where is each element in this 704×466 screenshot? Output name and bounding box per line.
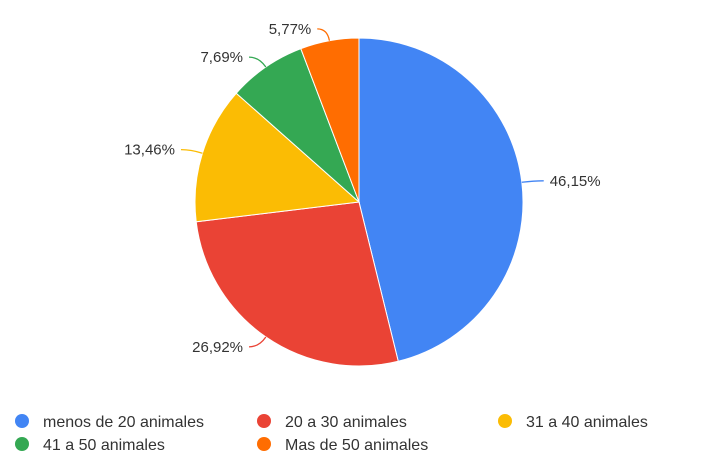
data-label: 26,92% [192,339,243,356]
leader-lines [180,28,544,348]
pie-slice[interactable] [195,201,399,367]
legend: menos de 20 animales 20 a 30 animales 31 a… [15,414,648,454]
data-label: 7,69% [200,49,243,66]
legend-item[interactable]: 20 a 30 animales [257,414,407,431]
legend-item[interactable]: 41 a 50 animales [15,437,165,454]
pie-slices [194,37,524,367]
legend-swatch [15,414,29,428]
legend-label: 41 a 50 animales [43,437,165,454]
legend-label: menos de 20 animales [43,414,204,431]
legend-label: 31 a 40 animales [526,414,648,431]
data-label: 13,46% [124,142,175,159]
data-label: 46,15% [550,173,601,190]
leader-line [180,148,203,154]
pie-slice[interactable] [194,92,361,223]
data-labels: 46,15% 26,92% 13,46% 7,69% 5,77% [124,21,600,356]
pie-slice[interactable] [358,37,524,362]
leader-line [521,180,544,183]
leader-line [317,28,331,41]
leader-line [248,56,267,68]
legend-swatch [257,414,271,428]
legend-swatch [15,437,29,451]
legend-swatch [257,437,271,451]
legend-swatch [498,414,512,428]
leader-line [248,336,267,348]
data-label: 5,77% [269,21,312,38]
legend-label: 20 a 30 animales [285,414,407,431]
legend-item[interactable]: menos de 20 animales [15,414,204,431]
legend-label: Mas de 50 animales [285,437,428,454]
legend-item[interactable]: Mas de 50 animales [257,437,428,454]
legend-item[interactable]: 31 a 40 animales [498,414,648,431]
